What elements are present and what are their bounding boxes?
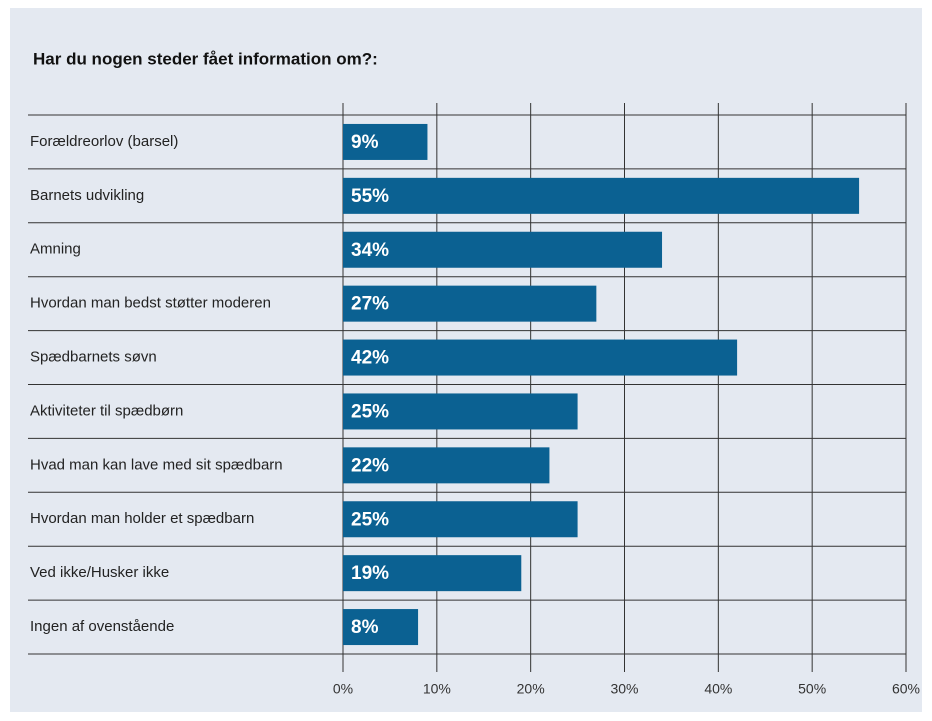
category-label: Barnets udvikling <box>30 187 144 204</box>
value-label: 27% <box>351 294 389 315</box>
bar <box>343 339 738 376</box>
bar <box>343 285 597 322</box>
bar <box>343 393 578 430</box>
bar <box>343 447 550 484</box>
x-tick-label: 0% <box>333 681 353 697</box>
x-tick-label: 60% <box>892 681 920 697</box>
category-label: Aktiviteter til spædbørn <box>30 402 183 419</box>
bar <box>343 231 663 268</box>
bar <box>343 123 428 160</box>
x-tick-label: 40% <box>704 681 732 697</box>
value-label: 22% <box>351 455 389 476</box>
value-label: 9% <box>351 132 379 153</box>
category-label: Ved ikke/Husker ikke <box>30 564 169 581</box>
value-label: 25% <box>351 509 389 530</box>
bar <box>343 501 578 538</box>
x-tick-label: 30% <box>610 681 638 697</box>
value-label: 34% <box>351 240 389 261</box>
category-label: Hvordan man holder et spædbarn <box>30 510 254 527</box>
value-label: 19% <box>351 563 389 584</box>
x-tick-label: 50% <box>798 681 826 697</box>
value-label: 42% <box>351 348 389 369</box>
value-label: 55% <box>351 186 389 207</box>
chart-title: Har du nogen steder fået information om?… <box>33 49 378 68</box>
category-label: Hvad man kan lave med sit spædbarn <box>30 456 283 473</box>
x-tick-label: 10% <box>423 681 451 697</box>
bar <box>343 609 419 646</box>
value-label: 25% <box>351 401 389 422</box>
category-label: Amning <box>30 241 81 258</box>
bar <box>343 555 522 592</box>
category-label: Hvordan man bedst støtter moderen <box>30 295 271 312</box>
value-label: 8% <box>351 617 379 638</box>
category-label: Ingen af ovenstående <box>30 618 174 635</box>
x-tick-label: 20% <box>517 681 545 697</box>
category-label: Forældreorlov (barsel) <box>30 133 178 150</box>
bar <box>343 177 860 214</box>
category-label: Spædbarnets søvn <box>30 349 157 366</box>
